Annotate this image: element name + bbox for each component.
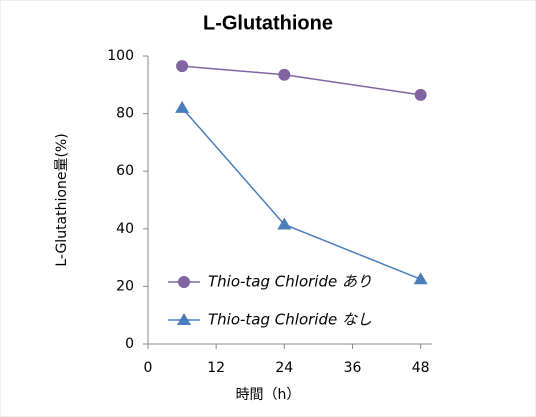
data-point	[277, 217, 292, 230]
y-axis-label: L-Glutathione量(%)	[54, 133, 70, 266]
y-tick-label: 60	[116, 163, 134, 179]
x-tick-label: 48	[412, 360, 430, 376]
legend-label: Thio-tag Chloride なし	[208, 311, 372, 329]
legend-marker	[177, 313, 191, 325]
y-tick-label: 0	[125, 336, 134, 352]
legend-marker	[178, 276, 190, 288]
x-tick-label: 0	[144, 360, 153, 376]
chart-title: L-Glutathione	[203, 12, 333, 34]
y-tick-label: 20	[116, 278, 134, 294]
data-point	[175, 100, 190, 113]
x-tick-label: 36	[344, 360, 362, 376]
y-tick-label: 40	[116, 221, 134, 237]
data-point	[278, 68, 291, 81]
y-tick-label: 100	[107, 48, 134, 64]
data-point	[413, 272, 428, 285]
x-axis-label: 時間（h）	[236, 387, 301, 403]
x-tick-label: 12	[207, 360, 225, 376]
x-tick-label: 24	[275, 360, 293, 376]
data-point	[176, 60, 189, 73]
legend-label: Thio-tag Chloride あり	[208, 273, 372, 291]
data-point	[414, 88, 427, 101]
y-tick-label: 80	[116, 106, 134, 122]
